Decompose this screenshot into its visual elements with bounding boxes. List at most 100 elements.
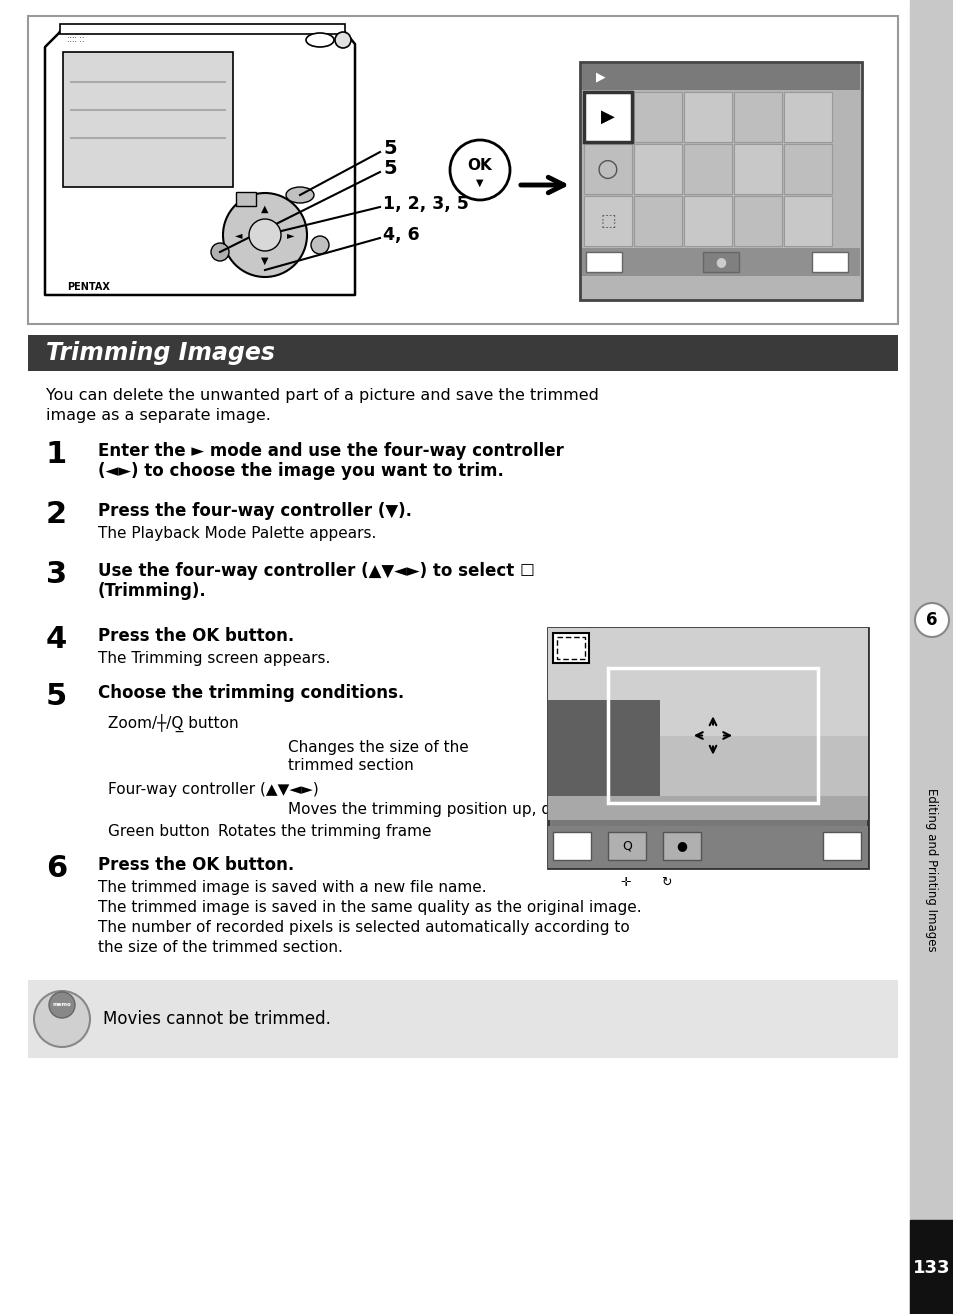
Bar [557,637,584,660]
Text: Use the four-way controller (▲▼◄►) to select ☐: Use the four-way controller (▲▼◄►) to se… [98,562,535,579]
Text: 1: 1 [46,440,67,469]
Bar [579,62,862,300]
Bar [63,53,233,187]
Text: ↻: ↻ [660,875,671,888]
Text: ○: ○ [597,156,618,181]
Circle shape [211,243,229,261]
Bar [583,145,631,194]
Text: The trimmed image is saved with a new file name.: The trimmed image is saved with a new fi… [98,880,486,895]
Text: 133: 133 [912,1259,950,1277]
Text: 2: 2 [46,501,67,530]
Text: 6: 6 [925,611,937,629]
Bar [607,832,645,859]
Text: 5: 5 [46,682,67,711]
Circle shape [311,237,329,254]
Circle shape [223,193,307,277]
Bar [235,192,255,206]
Text: ◄: ◄ [235,230,242,240]
Bar [634,145,681,194]
Text: Press the four-way controller (▼).: Press the four-way controller (▼). [98,502,412,520]
Bar [909,0,953,1314]
Bar [581,248,859,276]
Bar [634,92,681,142]
Text: 3: 3 [46,560,67,589]
Text: ▼: ▼ [476,177,483,188]
Text: 4: 4 [46,625,67,654]
Text: Q: Q [621,840,631,853]
Text: The Trimming screen appears.: The Trimming screen appears. [98,650,330,666]
Bar [547,700,659,820]
Bar [659,736,867,820]
Text: OK: OK [467,159,492,173]
Bar [702,252,739,272]
Bar [783,92,831,142]
Text: 4, 6: 4, 6 [382,226,419,244]
Text: PENTAX: PENTAX [67,283,110,292]
Text: 6: 6 [46,854,67,883]
Bar [583,92,631,142]
Text: Movies cannot be trimmed.: Movies cannot be trimmed. [103,1010,331,1028]
Circle shape [335,32,351,49]
Bar [822,832,861,859]
Bar [733,196,781,246]
Bar [733,92,781,142]
Text: Moves the trimming position up, down, left and right: Moves the trimming position up, down, le… [288,802,691,817]
Text: ▼: ▼ [261,256,269,265]
Text: :::: ::: :::: :: [67,35,84,45]
Text: ▲: ▲ [261,204,269,214]
Bar [28,980,897,1058]
Text: Press the OK button.: Press the OK button. [98,855,294,874]
Text: Editing and Printing Images: Editing and Printing Images [924,788,938,951]
Circle shape [249,219,281,251]
Text: Choose the trimming conditions.: Choose the trimming conditions. [98,685,404,702]
Text: the size of the trimmed section.: the size of the trimmed section. [98,940,342,955]
Text: The number of recorded pixels is selected automatically according to: The number of recorded pixels is selecte… [98,920,629,936]
Bar [547,796,867,820]
Bar [585,252,621,272]
Circle shape [914,603,948,637]
Bar [733,145,781,194]
Text: 5: 5 [382,159,396,177]
Bar [28,335,897,371]
Text: ✛: ✛ [620,875,631,888]
Text: The Playback Mode Palette appears.: The Playback Mode Palette appears. [98,526,376,541]
Bar [909,1219,953,1314]
Text: (◄►) to choose the image you want to trim.: (◄►) to choose the image you want to tri… [98,463,503,480]
Text: memo: memo [52,1003,71,1008]
Bar [783,196,831,246]
Circle shape [49,992,75,1018]
Text: (Trimming).: (Trimming). [98,582,207,600]
Text: Press the OK button.: Press the OK button. [98,627,294,645]
Bar [583,196,631,246]
Bar [583,92,631,142]
Text: image as a separate image.: image as a separate image. [46,409,271,423]
Bar [547,628,867,869]
Bar [60,24,345,34]
Bar [783,145,831,194]
Text: Four-way controller (▲▼◄►): Four-way controller (▲▼◄►) [108,782,318,798]
Text: ●: ● [676,840,687,853]
Ellipse shape [306,33,334,47]
Bar [811,252,847,272]
Bar [634,196,681,246]
Ellipse shape [286,187,314,202]
Bar [547,827,867,869]
Text: Zoom/┼/Q̲ button: Zoom/┼/Q̲ button [108,714,238,732]
Text: Trimming Images: Trimming Images [46,342,274,365]
Text: You can delete the unwanted part of a picture and save the trimmed: You can delete the unwanted part of a pi… [46,388,598,403]
Text: ●: ● [715,255,725,268]
Bar [683,92,731,142]
Text: ⬚: ⬚ [599,212,616,230]
Text: Green button: Green button [108,824,210,840]
Circle shape [450,141,510,200]
Circle shape [34,991,90,1047]
Text: Enter the ► mode and use the four-way controller: Enter the ► mode and use the four-way co… [98,442,563,460]
Text: 1, 2, 3, 5: 1, 2, 3, 5 [382,194,468,213]
Text: Rotates the trimming frame: Rotates the trimming frame [218,824,431,840]
Bar [547,628,867,736]
Text: trimmed section: trimmed section [288,758,414,773]
Bar [553,832,590,859]
Bar [607,668,817,803]
Bar [553,633,588,664]
Polygon shape [45,32,355,296]
